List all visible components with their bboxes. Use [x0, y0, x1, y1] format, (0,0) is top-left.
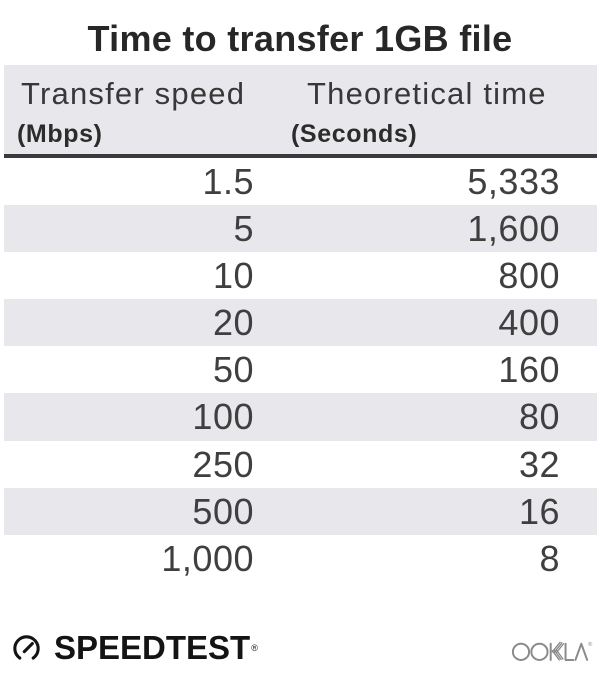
table-row: 100 80 [4, 393, 597, 441]
table-row: 1.5 5,333 [4, 158, 597, 205]
table-row: 20 400 [4, 299, 597, 347]
time-cell: 160 [498, 349, 560, 391]
table-row: 5 1,600 [4, 204, 597, 252]
table-row: 1,000 8 [4, 535, 597, 582]
speedtest-gauge-icon [13, 634, 40, 660]
header-col-speed: Transfer speed (Mbps) [17, 76, 245, 149]
table-row: 50 160 [4, 346, 597, 393]
speed-cell: 50 [212, 349, 254, 391]
time-cell: 400 [498, 302, 560, 344]
table-body: 1.5 5,333 5 1,600 10 800 20 400 50 160 1… [0, 158, 600, 583]
speedtest-logo: SPEEDTEST ® [11, 631, 258, 665]
time-cell: 1,600 [467, 207, 560, 249]
speed-cell: 5 [233, 207, 254, 249]
speed-cell: 1.5 [202, 160, 254, 202]
header-unit-speed: (Mbps) [17, 120, 103, 148]
table-row: 250 32 [4, 441, 597, 488]
speedtest-registered-icon: ® [251, 643, 258, 653]
header-label-time: Theoretical time [307, 76, 547, 111]
speed-cell: 100 [192, 396, 254, 438]
table-row: 500 16 [4, 487, 597, 535]
page-title: Time to transfer 1GB file [87, 18, 513, 59]
speed-cell: 250 [192, 443, 254, 485]
time-cell: 80 [518, 396, 560, 438]
speed-cell: 20 [212, 302, 254, 344]
speedtest-wordmark: SPEEDTEST [54, 629, 251, 666]
table-row: 10 800 [4, 252, 597, 299]
ookla-registered-icon: ® [588, 641, 593, 648]
time-cell: 32 [518, 443, 560, 485]
time-cell: 800 [498, 254, 560, 296]
speed-cell: 10 [212, 254, 254, 296]
table-header: Transfer speed (Mbps) Theoretical time (… [4, 65, 597, 154]
header-label-speed: Transfer speed [21, 76, 246, 111]
time-cell: 16 [518, 490, 560, 532]
ookla-logo: OOKLA ® [512, 641, 593, 661]
speed-cell: 500 [192, 490, 254, 532]
header-unit-time: (Seconds) [291, 120, 418, 148]
time-cell: 8 [539, 538, 560, 579]
speed-cell: 1,000 [161, 538, 254, 579]
header-col-time: Theoretical time (Seconds) [291, 76, 547, 149]
time-cell: 5,333 [467, 160, 560, 202]
header-divider [4, 154, 597, 158]
